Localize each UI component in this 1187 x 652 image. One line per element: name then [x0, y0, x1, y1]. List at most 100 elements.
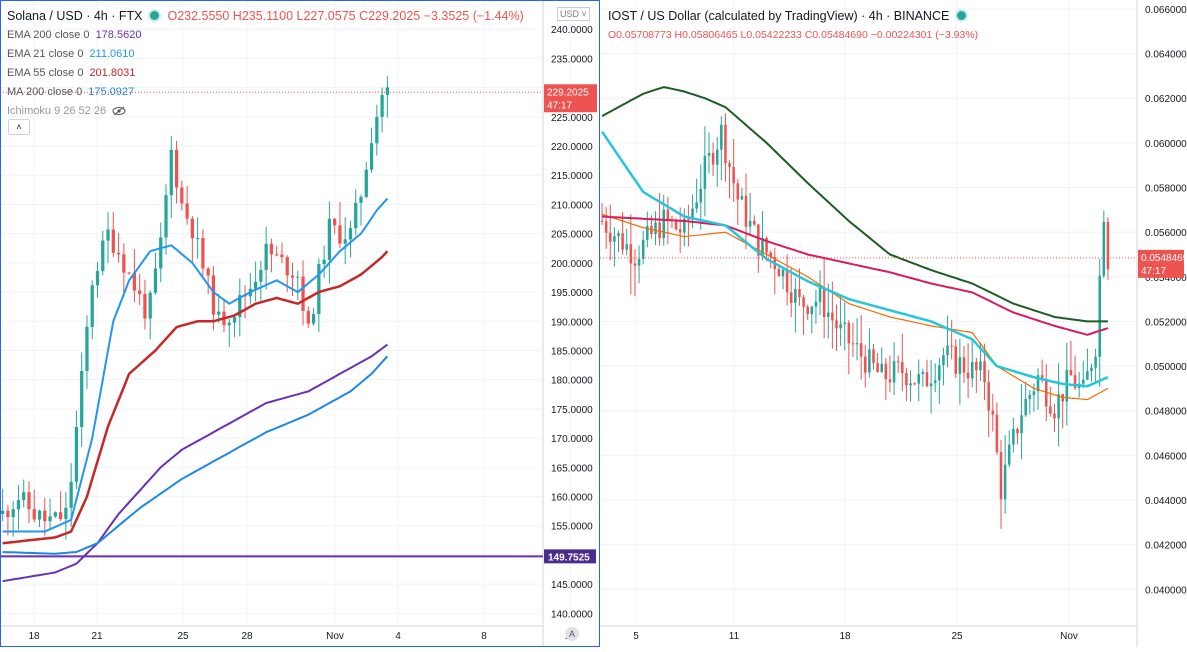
price-tick-label: 170.0000 — [551, 434, 593, 445]
candle-body — [74, 427, 79, 482]
candle-body — [917, 374, 921, 384]
candle-body — [22, 492, 26, 501]
candle-body — [322, 259, 326, 264]
indicator-row-ichimoku[interactable]: Ichimoku 9 26 52 26 — [7, 101, 524, 120]
candle-body — [839, 324, 842, 329]
time-tick-label: Nov — [326, 631, 344, 642]
last-price-badge-bg — [1138, 249, 1184, 278]
price-axis-bg — [1137, 0, 1187, 647]
candle-body — [375, 116, 379, 144]
candle-body — [979, 361, 982, 371]
candle-body — [80, 371, 84, 428]
ema21-line — [2, 197, 389, 533]
price-tick-label: 140.0000 — [551, 609, 593, 620]
candle-body — [765, 238, 768, 253]
indicator-label: EMA 21 close 0 — [7, 47, 84, 60]
last-price-countdown: 47:17 — [547, 100, 572, 111]
candle-body — [600, 220, 604, 222]
candle-body — [1049, 406, 1052, 414]
candle-body — [909, 383, 912, 386]
candle-body — [196, 238, 200, 240]
right-ohlc-values: O0.05708773 H0.05806465 L0.05422233 C0.0… — [608, 28, 979, 41]
candle-body — [625, 244, 629, 250]
candle-body — [892, 361, 896, 383]
right-ohlc-row: O0.05708773 H0.05806465 L0.05422233 C0.0… — [608, 25, 978, 44]
candle-body — [752, 220, 756, 225]
candle-body — [169, 149, 173, 196]
ema200-line — [601, 86, 1108, 323]
candle-body — [691, 208, 694, 220]
indicator-value: 178.5620 — [95, 28, 142, 41]
candle-body — [1053, 413, 1056, 419]
time-tick-label: 25 — [177, 631, 189, 642]
candle-body — [958, 357, 962, 374]
candle-body — [711, 152, 715, 165]
candle-body — [933, 380, 937, 384]
candle-body — [190, 218, 194, 239]
candle-body — [851, 343, 855, 345]
candle-body — [132, 272, 137, 291]
indicator-row[interactable]: EMA 200 close 0 178.5620 — [7, 25, 524, 44]
candle-body — [715, 149, 719, 165]
solana-chart-svg[interactable]: 240.0000235.0000230.0000225.0000220.0000… — [0, 0, 600, 647]
candle-body — [637, 258, 641, 266]
level-badge-label: 149.7525 — [548, 552, 590, 563]
time-tick-label: 4 — [395, 631, 401, 642]
candle-body — [868, 349, 871, 373]
candle-body — [185, 203, 189, 219]
candle-body — [641, 239, 645, 259]
candle-body — [938, 365, 941, 381]
candle-body — [744, 195, 748, 227]
candle-body — [658, 222, 661, 239]
currency-button[interactable]: USD ˅ — [557, 7, 590, 21]
candle-body — [835, 320, 838, 329]
indicator-row[interactable]: EMA 55 close 0 201.8031 — [7, 63, 524, 82]
candle-body — [201, 238, 205, 269]
hidden-eye-icon[interactable] — [112, 106, 126, 116]
candle-body — [206, 268, 210, 276]
indicator-row[interactable]: EMA 21 close 0 211.0610 — [7, 44, 524, 63]
candle-body — [1073, 375, 1077, 389]
candle-body — [748, 220, 752, 227]
candle-body — [1020, 415, 1023, 434]
candle-body — [127, 272, 131, 274]
indicator-row[interactable]: MA 200 close 0 175.0927 — [7, 82, 524, 101]
candle-body — [843, 322, 846, 325]
right-legend: IOST / US Dollar (calculated by TradingV… — [608, 6, 978, 44]
last-price-badge: 0.05484690 — [1141, 253, 1187, 264]
candle-body — [269, 243, 274, 255]
candle-body — [806, 306, 809, 315]
collapse-legend-button[interactable]: ˄ — [8, 119, 30, 135]
candle-body — [111, 229, 115, 253]
candle-body — [687, 218, 690, 220]
ma200-line — [2, 355, 389, 555]
candle-body — [794, 288, 797, 303]
candle-body — [385, 87, 389, 95]
candle-body — [683, 218, 686, 233]
left-chart-pane[interactable]: 240.0000235.0000230.0000225.0000220.0000… — [0, 0, 600, 647]
candle-body — [991, 410, 995, 415]
candle-body — [929, 383, 933, 387]
candle-body — [995, 414, 999, 453]
candle-body — [275, 254, 279, 256]
price-tick-label: 165.0000 — [551, 463, 593, 474]
candle-body — [880, 363, 884, 372]
candle-body — [609, 232, 612, 242]
candle-body — [818, 287, 822, 302]
candle-body — [1003, 464, 1007, 500]
candle-body — [327, 218, 332, 260]
ma50-line — [601, 213, 1109, 401]
price-tick-label: 190.0000 — [551, 317, 593, 328]
candle-body — [970, 361, 974, 379]
candle-body — [921, 372, 925, 375]
time-tick-label: 28 — [241, 631, 253, 642]
candle-body — [1028, 395, 1032, 399]
auto-scale-button[interactable]: A — [565, 627, 579, 641]
